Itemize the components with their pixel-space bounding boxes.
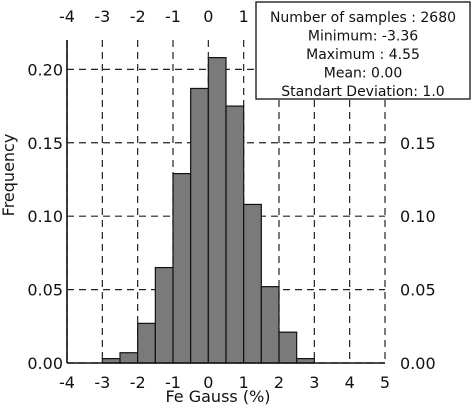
y-tick-label: 0.20 [27,60,63,79]
x-tick-label: -3 [94,373,110,392]
top-x-tick-label: -3 [94,7,110,26]
axis-layer [66,40,385,364]
stats-line: Number of samples : 2680 [270,10,456,26]
histogram-bar [243,203,262,364]
stats-line: Maximum : 4.55 [306,47,420,63]
stats-line: Mean: 0.00 [324,66,402,82]
bar-layer [101,57,315,364]
y-tick-label: 0.00 [27,354,63,373]
histogram-bar [172,173,192,364]
top-x-tick-label: 1 [239,7,249,26]
right-y-tick-label: 0.10 [400,207,436,226]
stats-box-frame [255,1,471,100]
histogram-bar [207,57,227,364]
histogram-bar [278,331,298,364]
right-y-tick-label: 0.15 [400,134,436,153]
x-tick-label: 4 [345,373,355,392]
histogram-bar [119,352,139,364]
stats-line: Standart Deviation: 1.0 [281,84,444,100]
y-tick-label: 0.05 [27,281,63,300]
x-tick-label: 2 [274,373,284,392]
stats-line: Minimum: -3.36 [308,29,418,45]
stats-box: Number of samples : 2680 Minimum: -3.36 Ma… [255,1,471,100]
top-x-tick-label: -2 [130,7,146,26]
top-x-tick-label: 0 [203,7,213,26]
x-tick-label: 0 [203,373,213,392]
x-axis-title: Fe Gauss (%) [165,387,270,406]
y-axis-title: Frequency [0,134,18,217]
title-layer: Fe Gauss (%) Frequency [0,134,271,406]
x-tick-label: 5 [380,373,390,392]
y-tick-label: 0.10 [27,207,63,226]
histogram-bar [137,322,156,364]
x-tick-label: 3 [309,373,319,392]
histogram-bar [225,105,245,364]
x-tick-label: -4 [59,373,75,392]
top-x-tick-label: -1 [165,7,181,26]
histogram-bar [260,286,280,364]
tick-layer: -4 -3 -2 -1 0 1 2 3 4 5 -4 -3 -2 -1 0 1 0.00 0.05 0.10 0.15… [27,7,435,392]
top-x-tick-label: -4 [59,7,75,26]
x-tick-label: -2 [130,373,146,392]
histogram-bar [190,87,209,364]
right-y-tick-label: 0.05 [400,281,436,300]
y-tick-label: 0.15 [27,134,63,153]
x-tick-label: -1 [165,373,181,392]
histogram-bar [154,266,174,364]
x-tick-label: 1 [239,373,249,392]
right-y-tick-label: 0.00 [400,354,436,373]
